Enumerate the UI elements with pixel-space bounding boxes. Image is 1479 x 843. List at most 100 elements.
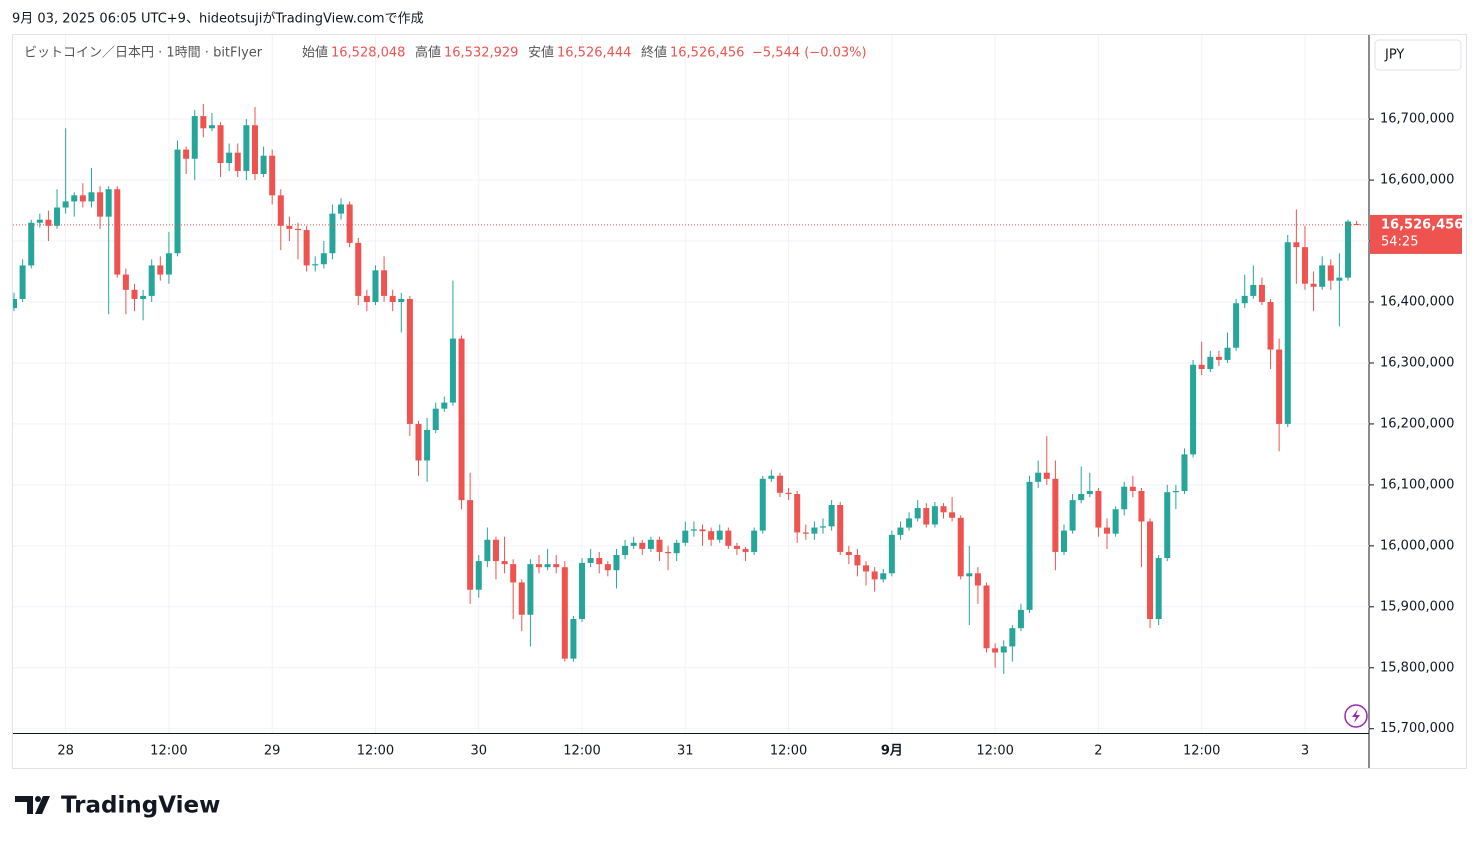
legend-value: 16,528,048	[331, 46, 405, 61]
candle-body	[1060, 530, 1067, 552]
candle-body	[406, 298, 413, 424]
plot	[13, 103, 1369, 674]
x-tick-label: 12:00	[976, 744, 1013, 759]
countdown: 54:25	[1381, 234, 1418, 249]
candle-body	[28, 222, 35, 266]
candle-body	[1181, 454, 1188, 491]
candle-body	[665, 551, 672, 554]
last-price-box	[1370, 214, 1462, 254]
legend-label: 安値	[528, 45, 554, 61]
candle-body	[639, 542, 646, 549]
candle-body	[716, 530, 723, 540]
candle-body	[1207, 356, 1214, 370]
candle-body	[1129, 486, 1136, 491]
candle-body	[1327, 265, 1334, 281]
candle-body	[148, 265, 155, 296]
candle-body	[174, 149, 181, 254]
candle-body	[897, 527, 904, 535]
candle-body	[1233, 303, 1240, 348]
x-tick-label: 3	[1301, 744, 1309, 759]
candle-body	[475, 561, 482, 590]
candle-body	[36, 219, 43, 223]
y-tick-label: 16,100,000	[1380, 477, 1454, 492]
legend-label: 高値	[415, 45, 441, 61]
candle-body	[906, 518, 913, 528]
candle-body	[535, 564, 542, 568]
candle-body	[251, 125, 258, 174]
x-tick-label: 12:00	[1183, 744, 1220, 759]
candle-body	[432, 408, 439, 431]
candle-body	[1017, 609, 1024, 629]
candle-body	[346, 204, 353, 243]
candle-body	[13, 298, 17, 309]
candle-body	[1345, 221, 1351, 278]
x-tick-label: 12:00	[357, 744, 394, 759]
candle-body	[1078, 494, 1085, 501]
candle-body	[923, 508, 930, 525]
candle-body	[295, 228, 302, 231]
candle-body	[234, 152, 241, 171]
candle-body	[1138, 490, 1145, 522]
y-tick-label: 16,400,000	[1380, 295, 1454, 310]
candle-body	[19, 265, 26, 299]
candle-body	[183, 149, 190, 159]
currency[interactable]: JPY	[1384, 48, 1404, 63]
candle-body	[449, 338, 456, 403]
x-tick-label: 12:00	[770, 744, 807, 759]
candle-body	[776, 475, 783, 493]
candle-body	[1267, 302, 1274, 350]
candle-body	[1310, 283, 1317, 287]
x-tick-label: 12:00	[563, 744, 600, 759]
candle-body	[1164, 492, 1171, 559]
candle-body	[389, 295, 396, 303]
brand-name: TradingView	[61, 793, 220, 819]
candle-body	[802, 532, 809, 534]
logo-mark	[15, 796, 33, 814]
candle-body	[992, 648, 999, 653]
candle-body	[1241, 295, 1248, 304]
candle-body	[286, 225, 293, 229]
candle-body	[1052, 478, 1059, 552]
candle-body	[596, 558, 603, 565]
candle-body	[1293, 242, 1300, 248]
candle-body	[1336, 277, 1343, 281]
candle-body	[863, 565, 870, 572]
candle-body	[1086, 490, 1093, 495]
x-tick-label: 28	[57, 744, 74, 759]
candle-body	[1000, 646, 1007, 653]
candle-body	[97, 192, 104, 217]
candle-body	[191, 116, 198, 159]
grid	[13, 35, 1369, 733]
candle-body	[208, 125, 215, 129]
candle-body	[1319, 265, 1326, 287]
currency-box[interactable]	[1374, 39, 1462, 71]
candle-body	[647, 539, 654, 549]
candle-body	[1069, 500, 1076, 531]
candle-body	[570, 619, 577, 659]
legend-value: 16,526,456	[670, 46, 744, 61]
candle-body	[260, 155, 267, 174]
y-tick-label: 15,800,000	[1380, 660, 1454, 675]
candle-body	[828, 505, 835, 527]
candle-body	[983, 585, 990, 649]
candle-body	[768, 475, 775, 479]
candle-body	[682, 530, 689, 543]
candle-body	[845, 551, 852, 555]
candle-body	[1301, 247, 1308, 284]
x-tick-label: 12:00	[150, 744, 187, 759]
candle-body	[742, 548, 749, 552]
candle-body	[708, 531, 715, 540]
candle-body	[518, 582, 525, 615]
candle-body	[71, 195, 78, 202]
y-tick-label: 16,600,000	[1380, 173, 1454, 188]
y-tick-label: 16,300,000	[1380, 355, 1454, 370]
candle-body	[320, 253, 327, 265]
candle-body	[656, 539, 663, 552]
candle-body	[1190, 364, 1197, 455]
legend-value: 16,526,444	[557, 46, 631, 61]
candle-body	[1276, 349, 1283, 424]
candle-body	[699, 529, 706, 532]
candle-body	[79, 195, 86, 202]
candle-body	[355, 242, 362, 296]
